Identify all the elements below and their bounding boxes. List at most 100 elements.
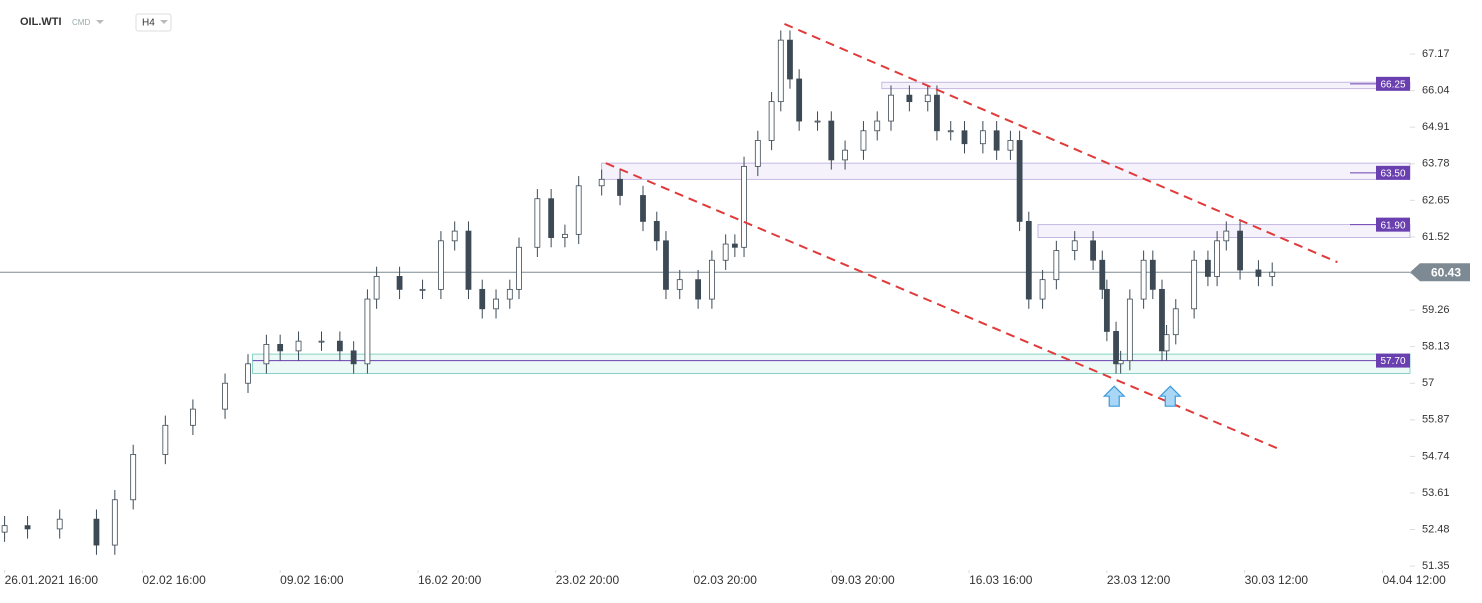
- candle-body: [653, 220, 660, 242]
- y-tick-label: 62.65: [1422, 194, 1450, 206]
- candle-body: [617, 178, 623, 196]
- current-price-tag: [1410, 263, 1470, 282]
- candle-body: [842, 149, 848, 161]
- symbol[interactable]: OIL.WTI: [20, 16, 62, 28]
- candle-body: [1223, 230, 1230, 242]
- candle-body: [1007, 140, 1014, 151]
- candle-body: [1214, 240, 1221, 277]
- y-tick-label: 64.91: [1422, 121, 1450, 133]
- level-label: 66.25: [1380, 79, 1405, 90]
- candle-body: [993, 130, 1000, 151]
- candle-body: [1149, 259, 1156, 290]
- candle-body: [934, 94, 940, 132]
- level-label: 63.50: [1380, 168, 1405, 179]
- candle-body: [56, 518, 63, 530]
- candle-body: [860, 130, 867, 151]
- candle-body: [1126, 298, 1133, 361]
- level-zone: [252, 353, 1411, 374]
- candle-body: [373, 276, 380, 300]
- candle-body: [130, 454, 137, 501]
- y-tick-label: 58.13: [1422, 341, 1450, 353]
- y-tick-label: 61.52: [1422, 231, 1450, 243]
- candle-body: [777, 39, 784, 103]
- candle-body: [906, 94, 913, 103]
- trendline: [605, 162, 1278, 450]
- candle-body: [961, 130, 968, 145]
- candle-body: [548, 198, 555, 238]
- interval[interactable]: H4: [142, 18, 155, 29]
- candle-body: [708, 259, 715, 300]
- x-tick-label: 23.02 20:00: [556, 573, 620, 587]
- trendline: [784, 23, 1338, 264]
- candle-body: [575, 185, 582, 235]
- candle-body: [731, 243, 738, 248]
- level-zone: [881, 81, 1411, 90]
- candle-body: [828, 120, 835, 161]
- candle-body: [741, 165, 747, 248]
- candle-body: [1269, 271, 1276, 277]
- candle-body: [1099, 259, 1106, 290]
- level-tag: [1376, 353, 1410, 368]
- candle-body: [479, 288, 486, 310]
- x-tick-label: 02.03 20:00: [694, 573, 758, 587]
- candle-body: [874, 120, 881, 132]
- candle-body: [1, 525, 8, 533]
- current-price-label: 60.43: [1431, 265, 1461, 279]
- candle-body: [506, 288, 513, 300]
- x-tick-label: 30.03 12:00: [1245, 573, 1309, 587]
- x-tick-label: 09.02 16:00: [280, 573, 344, 587]
- level-label: 57.70: [1380, 356, 1405, 367]
- candle-body: [1090, 240, 1096, 261]
- candle-body: [640, 195, 646, 222]
- candle-body: [814, 120, 821, 123]
- candle-body: [350, 350, 357, 365]
- y-tick-label: 54.74: [1422, 450, 1450, 462]
- x-tick-label: 04.04 12:00: [1382, 573, 1446, 587]
- candle-body: [277, 343, 284, 352]
- candle-body: [438, 240, 444, 290]
- level-tag: [1376, 217, 1410, 232]
- candle-body: [465, 230, 472, 290]
- candle-body: [295, 340, 302, 352]
- candle-body: [1016, 140, 1023, 222]
- y-tick-label: 59.26: [1422, 304, 1450, 316]
- candle-body: [1255, 269, 1262, 277]
- candle-body: [222, 382, 228, 410]
- dropdown-icon: [160, 20, 168, 24]
- candle-body: [245, 363, 251, 384]
- candle-body: [111, 499, 118, 546]
- y-tick-label: 51.35: [1422, 560, 1450, 572]
- candle-body: [534, 198, 541, 248]
- candle-body: [947, 130, 954, 133]
- candle-body: [318, 340, 325, 343]
- candle-body: [162, 424, 169, 455]
- x-tick-label: 23.03 12:00: [1107, 573, 1171, 587]
- candle-body: [722, 243, 729, 261]
- candle-body: [24, 525, 31, 530]
- candle-body: [796, 78, 803, 122]
- y-tick-label: 57: [1422, 377, 1434, 389]
- candle-body: [364, 298, 371, 365]
- y-tick-label: 52.48: [1422, 523, 1450, 535]
- x-tick-label: 16.03 16:00: [969, 573, 1033, 587]
- candle-body: [1237, 230, 1243, 271]
- candle-body: [1140, 259, 1147, 300]
- candle-body: [1205, 259, 1211, 277]
- candle-body: [768, 101, 775, 141]
- interval-button[interactable]: [135, 13, 172, 32]
- x-tick-label: 02.02 16:00: [142, 573, 206, 587]
- dropdown-icon[interactable]: [96, 20, 104, 24]
- candle-body: [562, 233, 568, 238]
- candle-body: [1025, 220, 1032, 300]
- market: CMD: [72, 18, 90, 27]
- candle-body: [516, 246, 522, 290]
- candle-body: [888, 94, 894, 122]
- y-tick-label: 55.87: [1422, 414, 1450, 426]
- level-tag: [1376, 76, 1410, 91]
- candle-body: [1113, 331, 1119, 365]
- candle-body: [93, 518, 100, 546]
- candle-body: [1071, 240, 1078, 251]
- y-tick-label: 63.78: [1422, 158, 1450, 170]
